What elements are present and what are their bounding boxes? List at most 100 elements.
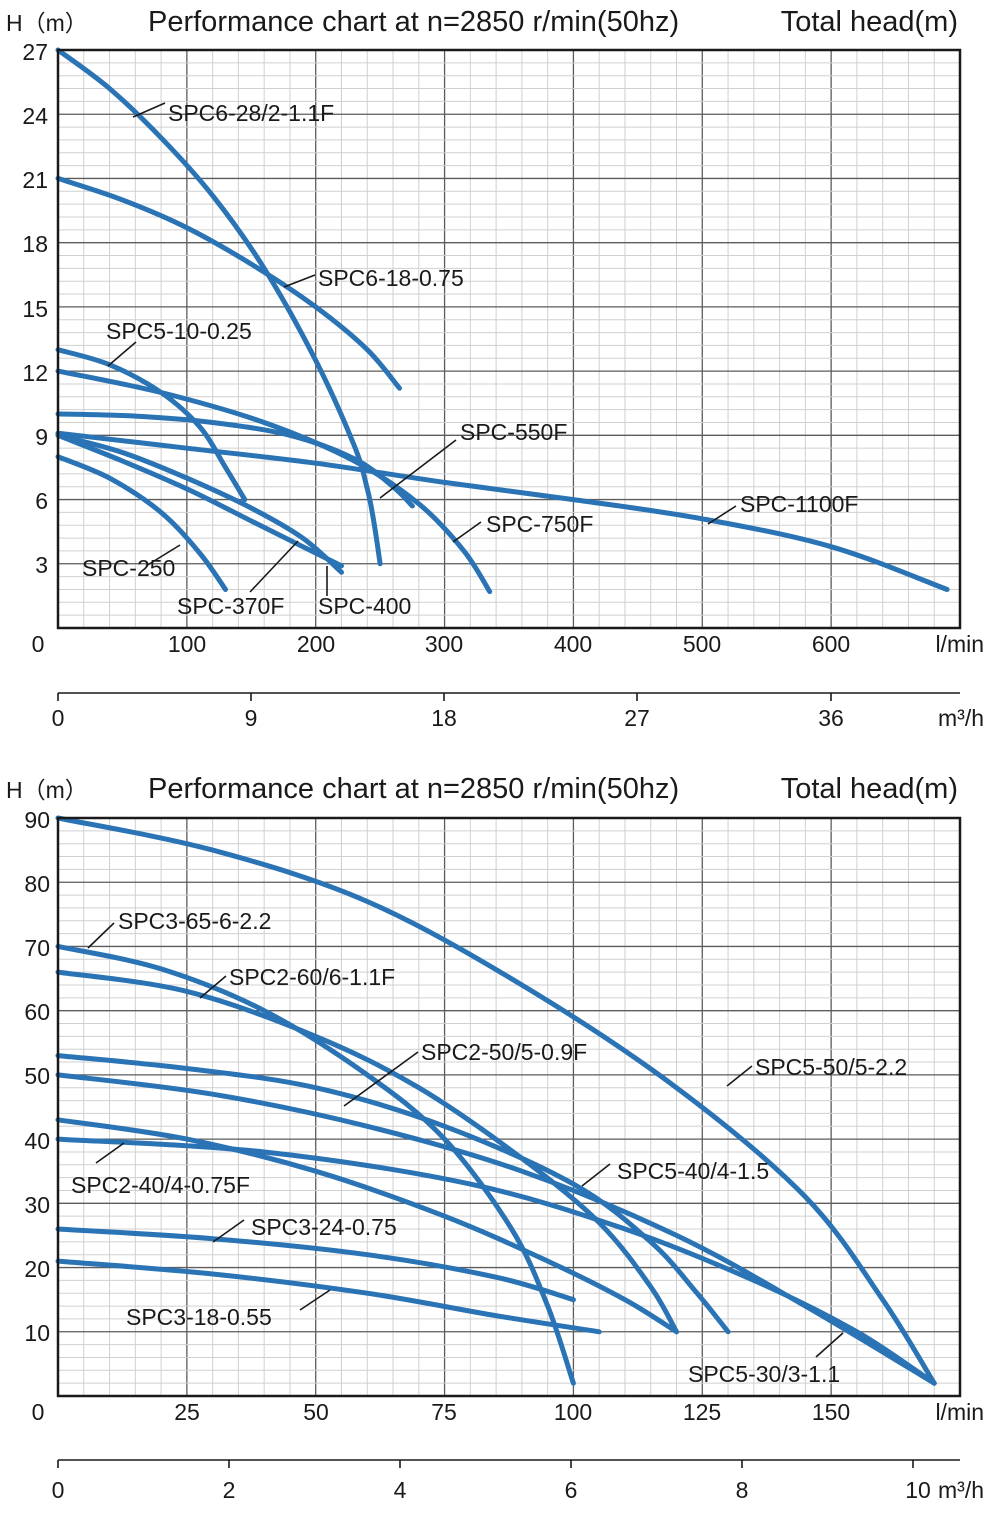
chart-2-x2-tick: 6 — [565, 1477, 578, 1503]
chart-2-plot-frame — [56, 816, 962, 1398]
curve-spc-250 — [55, 454, 228, 592]
curve-label-spc-1100f: SPC-1100F — [740, 491, 858, 517]
curve-label-spc3-65: SPC3-65-6-2.2 — [118, 908, 271, 934]
curve-spc-750f — [55, 368, 493, 595]
curve-spc3-24-0-75 — [55, 1226, 576, 1303]
chart-1-x2-tick: 27 — [624, 705, 650, 731]
curve-spc5-10-0-25 — [55, 347, 248, 503]
chart-2-y-tick: 10 — [24, 1320, 50, 1346]
chart-2-y-tick: 40 — [24, 1128, 50, 1154]
curve-spc5-50-5-2-2 — [55, 815, 937, 1386]
chart-2-y-tick: 80 — [24, 871, 50, 897]
curve-spc2-40-4-0-75f — [55, 1117, 679, 1335]
curve-label-spc3-18: SPC3-18-0.55 — [126, 1304, 272, 1330]
chart-2-x-tick: 125 — [683, 1399, 721, 1425]
chart-1-x-tick: 500 — [683, 631, 721, 657]
chart-2-x-unit: l/min — [935, 1399, 984, 1425]
chart-2-x-tick: 100 — [554, 1399, 592, 1425]
chart-1-curves — [55, 47, 950, 595]
chart-1-secondary-axis: 0 9 18 27 36 m³/h — [52, 692, 984, 731]
chart-1-origin-label: 0 — [32, 631, 45, 657]
chart-1-y-tick: 24 — [22, 103, 48, 129]
chart-1-grid — [57, 49, 961, 629]
chart-1-x-tick: 400 — [554, 631, 592, 657]
chart-1-x-tick: 100 — [168, 631, 206, 657]
chart-1-x2-tick: 9 — [245, 705, 258, 731]
curve-spc-370f — [55, 432, 344, 569]
chart-2-x2-tick: 0 — [52, 1477, 65, 1503]
chart-1-head-label: H（m） — [6, 10, 88, 36]
chart-1-y-tick: 18 — [22, 231, 48, 257]
chart-1-x-unit: l/min — [935, 631, 984, 657]
chart-2-y-tick: 70 — [24, 935, 50, 961]
curve-label-spc2-40: SPC2-40/4-0.75F — [71, 1172, 250, 1198]
curve-label-spc5-40: SPC5-40/4-1.5 — [617, 1158, 769, 1184]
chart-2-x-tick: 50 — [303, 1399, 329, 1425]
curve-spc-1100f — [55, 430, 950, 592]
curve-spc-550f — [55, 411, 415, 509]
chart-2-x-ticks: 25 50 75 100 125 150 — [174, 1399, 850, 1425]
chart-1: H（m） Performance chart at n=2850 r/min(5… — [6, 6, 984, 731]
chart-2-x-tick: 75 — [431, 1399, 457, 1425]
chart-1-title: Performance chart at n=2850 r/min(50hz) — [148, 6, 679, 38]
chart-2-x2-tick: 4 — [394, 1477, 407, 1503]
chart-2-x2-unit: m³/h — [938, 1477, 984, 1503]
chart-1-y-tick: 27 — [22, 39, 48, 65]
chart-1-x-tick: 200 — [297, 631, 335, 657]
curve-label-spc6-18: SPC6-18-0.75 — [318, 265, 464, 291]
curve-label-spc5-30: SPC5-30/3-1.1 — [688, 1361, 840, 1387]
chart-1-y-tick: 12 — [22, 360, 48, 386]
chart-2-x-tick: 150 — [812, 1399, 850, 1425]
chart-2-x2-tick: 2 — [223, 1477, 236, 1503]
curve-spc2-50-5-0-9f — [55, 1053, 731, 1335]
chart-1-x-ticks: 100 200 300 400 500 600 — [168, 631, 850, 657]
curve-label-spc-750f: SPC-750F — [486, 511, 593, 537]
chart-1-x2-tick: 18 — [431, 705, 457, 731]
curve-spc2-60-6-1-1f — [55, 969, 679, 1335]
chart-2-y-tick: 30 — [24, 1192, 50, 1218]
curve-label-spc3-24: SPC3-24-0.75 — [251, 1214, 397, 1240]
curve-spc3-18-0-55 — [55, 1258, 602, 1335]
chart-2-x-tick: 25 — [174, 1399, 200, 1425]
curve-label-spc-250: SPC-250 — [82, 555, 175, 581]
chart-1-y-tick: 15 — [22, 296, 48, 322]
chart-1-y-tick: 3 — [35, 552, 48, 578]
curve-label-spc5-10: SPC5-10-0.25 — [106, 318, 252, 344]
curve-label-spc2-50: SPC2-50/5-0.9F — [421, 1039, 587, 1065]
chart-1-y-tick: 6 — [35, 488, 48, 514]
curve-label-spc6-28: SPC6-28/2-1.1F — [168, 100, 334, 126]
chart-1-x2-unit: m³/h — [938, 705, 984, 731]
chart-2-head-label: H（m） — [6, 777, 88, 803]
chart-2-title: Performance chart at n=2850 r/min(50hz) — [148, 773, 679, 805]
chart-1-right-title: Total head(m) — [781, 6, 958, 38]
chart-2-secondary-axis: 0 2 4 6 8 10 m³/h — [52, 1459, 984, 1503]
curve-label-spc-550f: SPC-550F — [460, 419, 567, 445]
chart-2-y-tick: 20 — [24, 1256, 50, 1282]
curve-label-spc2-60: SPC2-60/6-1.1F — [229, 964, 395, 990]
curve-spc6-28-2-1-1f — [55, 47, 383, 567]
chart-1-x2-tick: 36 — [818, 705, 844, 731]
curve-label-spc5-50: SPC5-50/5-2.2 — [755, 1054, 907, 1080]
chart-1-y-tick: 9 — [35, 424, 48, 450]
chart-2-y-tick: 90 — [24, 807, 50, 833]
chart-2-curves — [55, 815, 937, 1386]
chart-2-y-tick: 50 — [24, 1063, 50, 1089]
curve-label-spc-370f: SPC-370F — [177, 593, 284, 619]
chart-2: H（m） Performance chart at n=2850 r/min(5… — [6, 773, 984, 1503]
chart-2-origin-label: 0 — [32, 1399, 45, 1425]
chart-2-y-tick: 60 — [24, 999, 50, 1025]
chart-1-x2-tick: 0 — [52, 705, 65, 731]
chart-1-y-ticks: 3 6 9 12 15 18 21 24 27 — [22, 39, 48, 578]
curve-spc-400 — [55, 432, 344, 575]
chart-1-plot-frame — [56, 48, 962, 630]
chart-1-x-tick: 600 — [812, 631, 850, 657]
chart-2-x2-tick: 8 — [736, 1477, 749, 1503]
chart-2-x2-tick: 10 — [905, 1477, 931, 1503]
curve-spc6-18-0-75 — [55, 175, 402, 391]
chart-1-x-tick: 300 — [425, 631, 463, 657]
chart-2-right-title: Total head(m) — [781, 773, 958, 805]
chart-2-curve-labels: SPC5-50/5-2.2 SPC3-65-6-2.2 SPC2-60/6-1.… — [71, 908, 907, 1387]
curve-label-spc-400: SPC-400 — [318, 593, 411, 619]
chart-2-y-ticks: 10 20 30 40 50 60 70 80 90 — [24, 807, 50, 1346]
